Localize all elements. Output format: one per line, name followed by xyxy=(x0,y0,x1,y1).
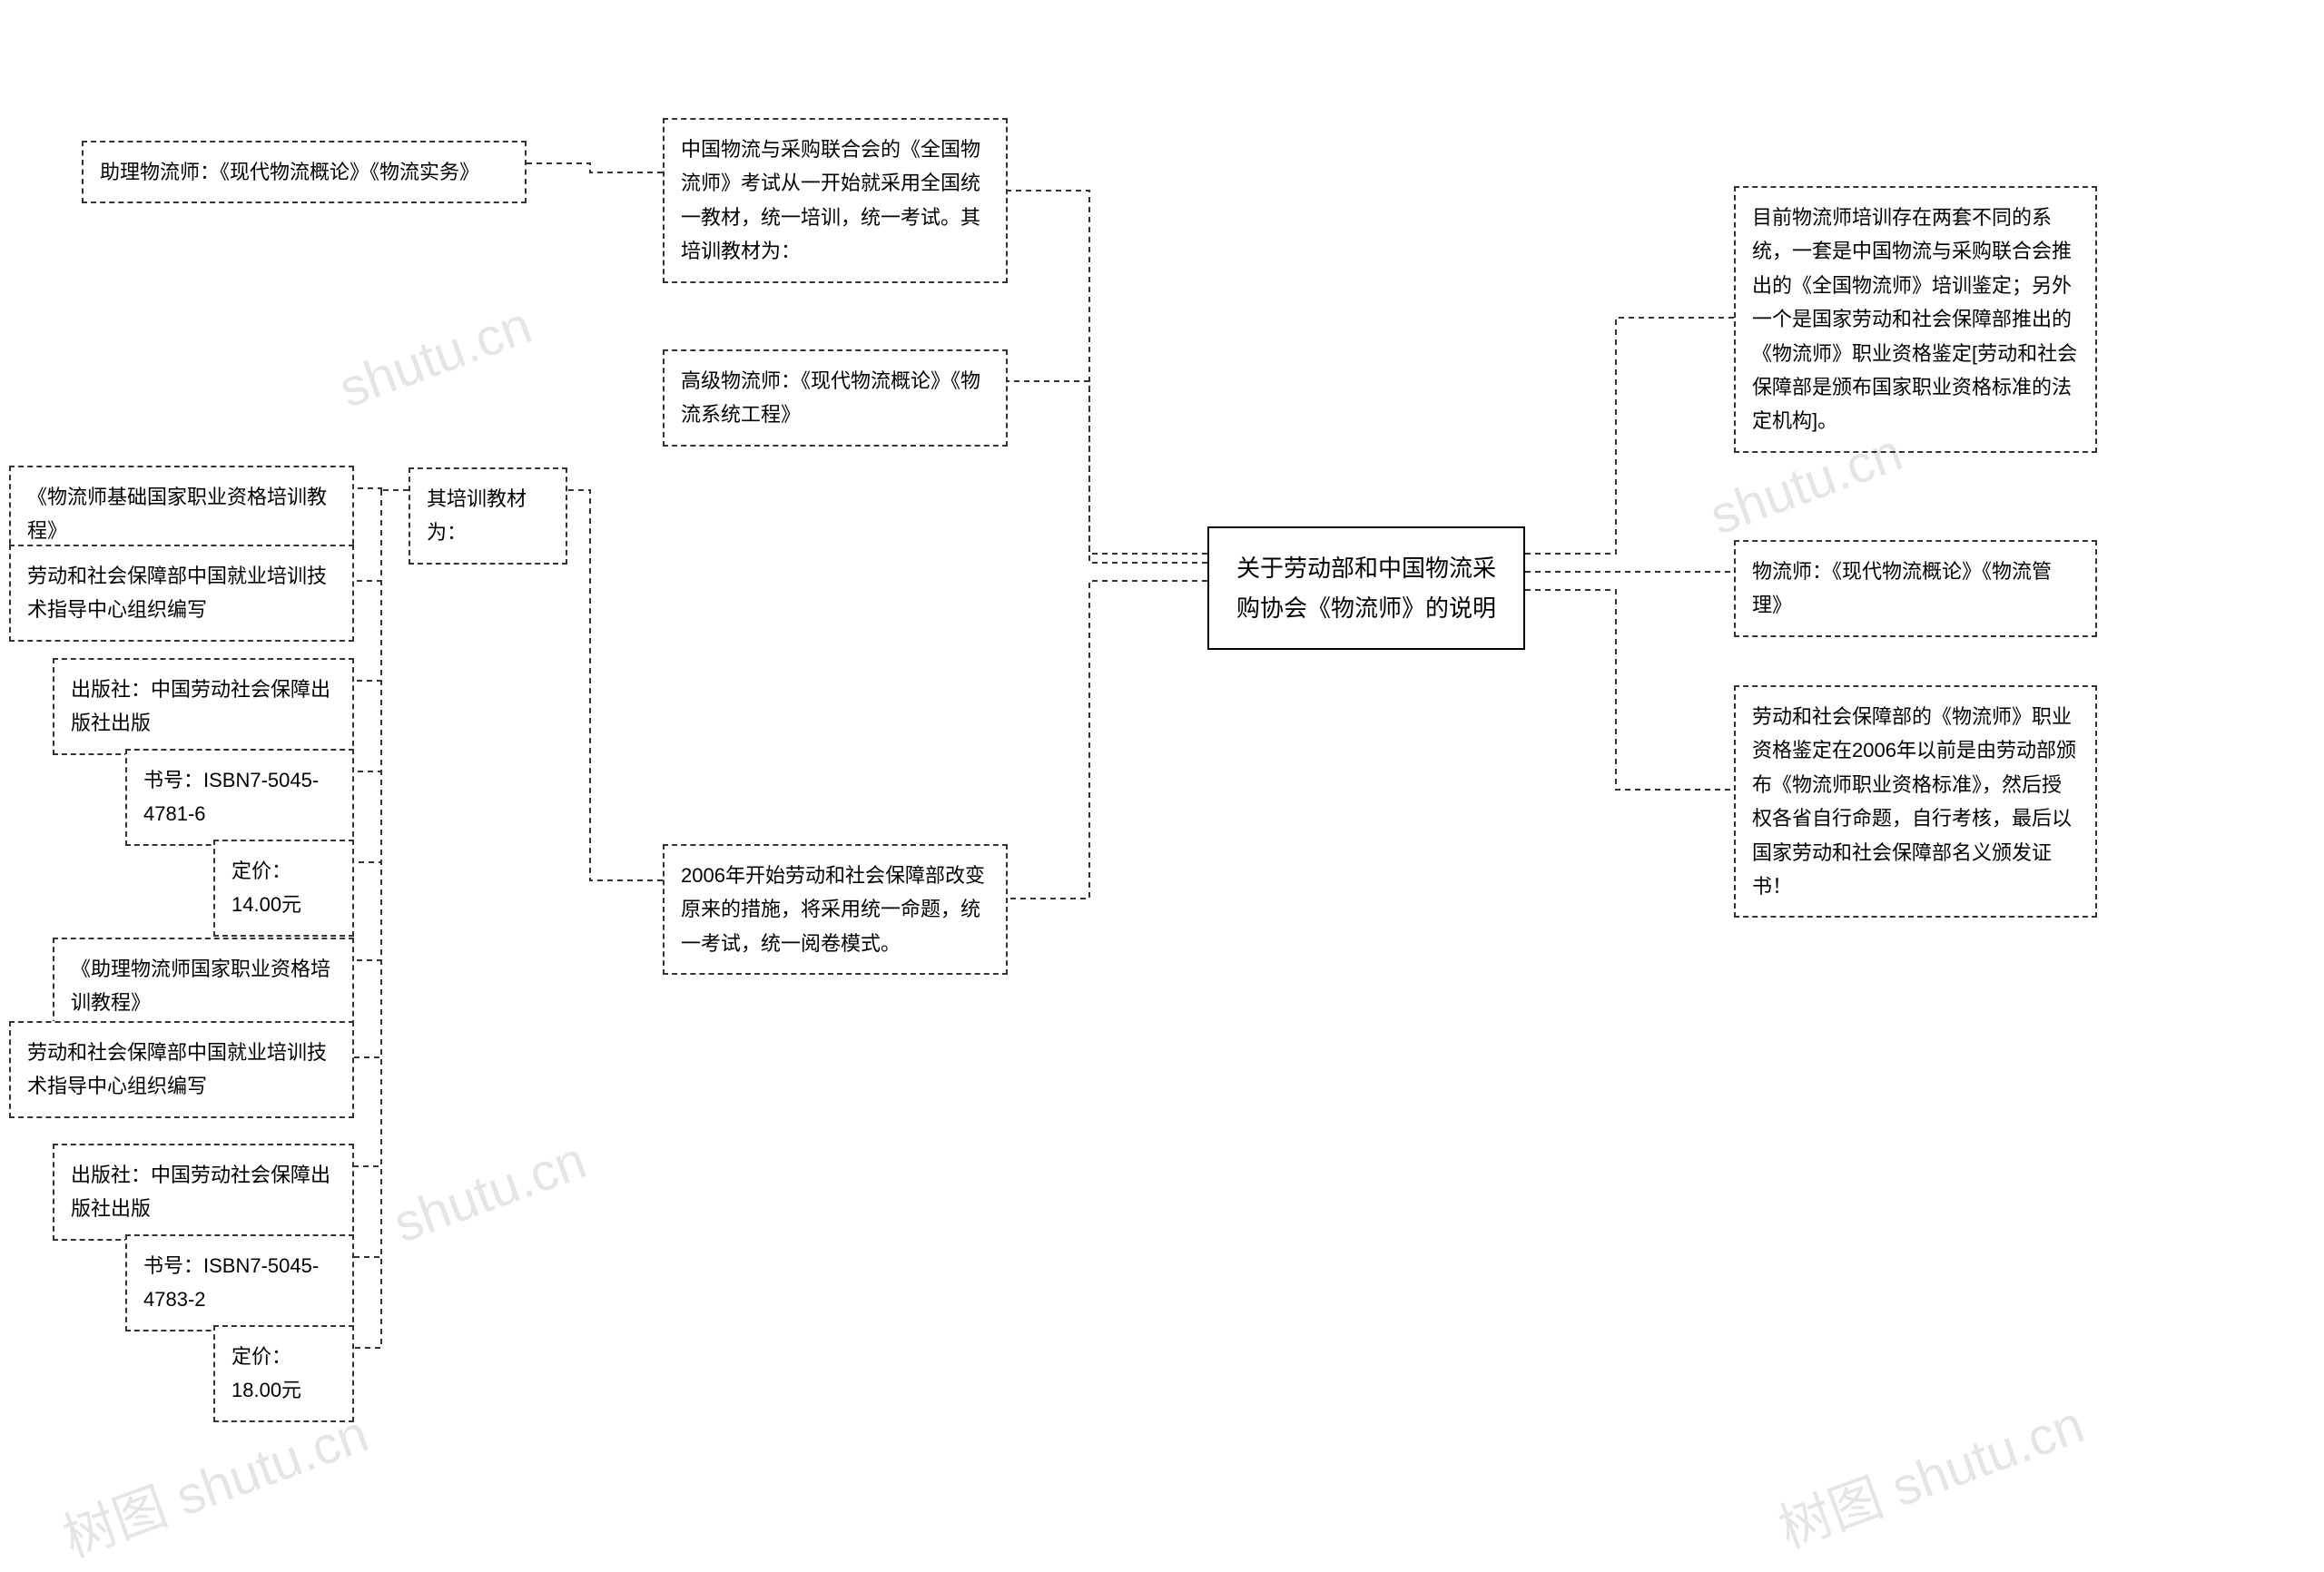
left2-node-b: 其培训教材为： xyxy=(409,467,567,565)
watermark-text-5: 树图 shutu.cn xyxy=(1771,1395,2091,1559)
center-text: 关于劳动部和中国物流采购协会《物流师》的说明 xyxy=(1236,555,1496,622)
left3-text-10: 定价：18.00元 xyxy=(231,1345,301,1401)
left1-text-b: 高级物流师：《现代物流概论》《物流系统工程》 xyxy=(681,369,980,426)
left1-text-a: 中国物流与采购联合会的《全国物流师》考试从一开始就采用全国统一教材，统一培训，统… xyxy=(681,138,980,262)
left2-text-a: 助理物流师：《现代物流概论》《物流实务》 xyxy=(100,161,479,183)
watermark-text-1: shutu.cn xyxy=(331,295,538,418)
left3-node-7: 劳动和社会保障部中国就业培训技术指导中心组织编写 xyxy=(9,1021,354,1118)
left3-text-6: 《助理物流师国家职业资格培训教程》 xyxy=(71,958,330,1014)
left3-text-1: 《物流师基础国家职业资格培训教程》 xyxy=(27,486,327,542)
left1-node-b: 高级物流师：《现代物流概论》《物流系统工程》 xyxy=(663,349,1008,447)
left3-node-3: 出版社：中国劳动社会保障出版社出版 xyxy=(53,658,354,755)
watermark-text-4: 树图 shutu.cn xyxy=(55,1404,375,1568)
left2-text-b: 其培训教材为： xyxy=(427,487,527,544)
watermark-3: shutu.cn xyxy=(386,1130,594,1255)
left3-text-5: 定价：14.00元 xyxy=(231,860,301,916)
left1-node-c: 2006年开始劳动和社会保障部改变原来的措施，将采用统一命题，统一考试，统一阅卷… xyxy=(663,844,1008,975)
left1-text-c: 2006年开始劳动和社会保障部改变原来的措施，将采用统一命题，统一考试，统一阅卷… xyxy=(681,864,985,955)
left3-node-2: 劳动和社会保障部中国就业培训技术指导中心组织编写 xyxy=(9,545,354,642)
left3-node-9: 书号：ISBN7-5045-4783-2 xyxy=(125,1234,354,1331)
left3-node-5: 定价：14.00元 xyxy=(213,840,354,937)
right-text-1: 目前物流师培训存在两套不同的系统，一套是中国物流与采购联合会推出的《全国物流师》… xyxy=(1752,206,2077,432)
left3-text-9: 书号：ISBN7-5045-4783-2 xyxy=(143,1254,319,1311)
right-node-2: 物流师：《现代物流概论》《物流管理》 xyxy=(1734,540,2097,637)
left3-text-3: 出版社：中国劳动社会保障出版社出版 xyxy=(71,678,330,734)
right-node-1: 目前物流师培训存在两套不同的系统，一套是中国物流与采购联合会推出的《全国物流师》… xyxy=(1734,186,2097,453)
center-node: 关于劳动部和中国物流采购协会《物流师》的说明 xyxy=(1207,526,1525,650)
left3-text-2: 劳动和社会保障部中国就业培训技术指导中心组织编写 xyxy=(27,565,327,621)
watermark-1: shutu.cn xyxy=(331,295,539,420)
left1-node-a: 中国物流与采购联合会的《全国物流师》考试从一开始就采用全国统一教材，统一培训，统… xyxy=(663,118,1008,283)
left3-node-8: 出版社：中国劳动社会保障出版社出版 xyxy=(53,1144,354,1241)
left3-text-4: 书号：ISBN7-5045-4781-6 xyxy=(143,769,319,825)
right-node-3: 劳动和社会保障部的《物流师》职业资格鉴定在2006年以前是由劳动部颁布《物流师职… xyxy=(1734,685,2097,918)
left2-node-a: 助理物流师：《现代物流概论》《物流实务》 xyxy=(82,141,527,203)
left3-node-6: 《助理物流师国家职业资格培训教程》 xyxy=(53,938,354,1035)
left3-text-7: 劳动和社会保障部中国就业培训技术指导中心组织编写 xyxy=(27,1041,327,1097)
right-text-3: 劳动和社会保障部的《物流师》职业资格鉴定在2006年以前是由劳动部颁布《物流师职… xyxy=(1752,705,2076,898)
left3-node-10: 定价：18.00元 xyxy=(213,1325,354,1422)
left3-text-8: 出版社：中国劳动社会保障出版社出版 xyxy=(71,1164,330,1220)
left3-node-4: 书号：ISBN7-5045-4781-6 xyxy=(125,749,354,846)
right-text-2: 物流师：《现代物流概论》《物流管理》 xyxy=(1752,560,2052,616)
watermark-5: 树图 shutu.cn xyxy=(1767,1381,2093,1562)
watermark-text-3: shutu.cn xyxy=(386,1130,593,1253)
